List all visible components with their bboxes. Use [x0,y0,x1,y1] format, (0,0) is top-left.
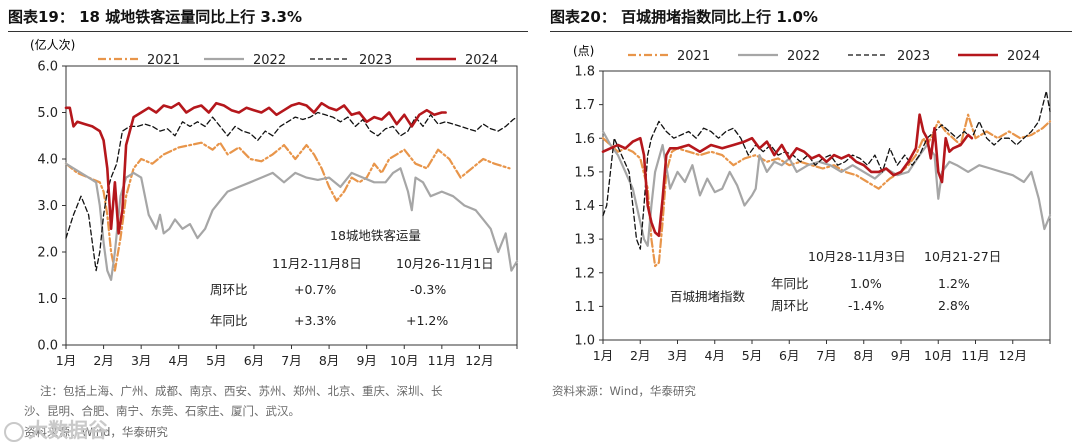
right-annotation-title: 百城拥堵指数 [670,289,746,304]
legend-label-2023: 2023 [897,49,930,64]
r-y-tick-label: 1.2 [574,266,595,281]
left-annotation-title: 18城地铁客运量 [330,228,421,243]
l-x-tick-label: 11月 [428,353,456,368]
right-table-row2-v2: 2.8% [938,298,970,313]
r-x-tick-label: 2月 [630,348,650,363]
legend-label-2021: 2021 [147,53,180,68]
l-x-tick-label: 2月 [93,353,113,368]
l-x-tick-label: 10月 [390,353,418,368]
left-table-col1: 11月2-11月8日 [272,256,362,271]
left-chart: 0.0 1.0 2.0 3.0 4.0 5.0 6.0 1月 2月 3月 4月 5月 6月 7月 8月 9月… [30,37,519,368]
r-x-tick-label: 9月 [891,348,911,363]
r-y-tick-label: 1.6 [574,132,595,147]
r-x-tick-label: 1月 [593,348,613,363]
l-series-2024 [64,101,447,235]
r-y-tick-label: 1.8 [574,65,595,80]
r-x-tick-label: 6月 [779,348,799,363]
r-y-tick-label: 1.5 [574,165,595,180]
left-table-col2: 10月26-11月1日 [396,256,494,271]
l-x-tick-label: 12月 [465,353,493,368]
right-chart-title: 图表20： 百城拥堵指数同比上行 1.0% [550,8,818,26]
l-y-tick-label: 4.0 [37,153,58,168]
legend-label-2024: 2024 [1007,49,1040,64]
l-series-2023 [65,111,518,272]
r-x-tick-label: 12月 [999,348,1027,363]
watermark-text: 大数据谷 [28,418,108,442]
r-series-2023 [602,90,1051,250]
left-note-line1: 注：包括上海、广州、成都、南京、西安、苏州、郑州、北京、重庆、深圳、长 [40,384,443,398]
right-chart: 1.0 1.1 1.2 1.3 1.4 1.5 1.6 1.7 1.8 1月 2月 3月 4月 5月 6月… [573,44,1052,363]
right-title-rule [550,31,1072,32]
l-series-2021 [64,141,511,272]
r-x-tick-label: 8月 [854,348,874,363]
right-table-col2: 10月21-27日 [924,249,1001,264]
l-y-tick-label: 3.0 [37,199,58,214]
legend-label-2024: 2024 [465,53,498,68]
left-table-row1-label: 周环比 [210,282,248,297]
watermark: 大数据谷 [4,414,108,443]
r-y-tick-label: 1.1 [574,300,595,315]
right-table-row1-v2: 1.2% [938,276,970,291]
right-source: 资料来源：Wind，华泰研究 [552,384,696,398]
r-x-tick-label: 3月 [667,348,687,363]
left-note-line2: 沙、昆明、合肥、南宁、东莞、石家庄、厦门、武汉。 [24,404,300,418]
r-series-2021 [601,113,1052,268]
r-y-tick-label: 1.0 [574,334,595,349]
l-x-tick-label: 1月 [56,353,76,368]
r-x-tick-label: 10月 [924,348,952,363]
left-table-row1-v1: +0.7% [294,282,336,297]
watermark-logo-icon [4,421,24,442]
r-x-tick-label: 5月 [742,348,762,363]
legend-label-2021: 2021 [677,49,710,64]
r-y-tick-label: 1.7 [574,98,595,113]
l-x-tick-label: 9月 [356,353,376,368]
left-source: 资料来源：Wind，华泰研究 [24,425,168,439]
right-table-row1-v1: 1.0% [850,276,882,291]
r-x-tick-label: 4月 [705,348,725,363]
right-table-row2-label: 周环比 [771,298,809,313]
r-y-tick-label: 1.3 [574,233,595,248]
left-table-row2-v2: +1.2% [406,313,448,328]
l-y-tick-label: 0.0 [37,339,58,354]
left-chart-title: 图表19： 18 城地铁客运量同比上行 3.3% [8,8,303,26]
l-x-tick-label: 8月 [319,353,339,368]
left-table-row1-v2: -0.3% [410,282,446,297]
l-x-tick-label: 3月 [131,353,151,368]
legend-label-2023: 2023 [359,53,392,68]
r-x-tick-label: 11月 [961,348,989,363]
right-y-axis-label: (点) [573,44,594,58]
legend-label-2022: 2022 [787,49,820,64]
left-y-axis-label: (亿人次) [30,37,75,52]
legend-label-2022: 2022 [253,53,286,68]
r-series-2024 [601,113,974,238]
l-y-tick-label: 2.0 [37,246,58,261]
l-x-tick-label: 4月 [169,353,189,368]
l-y-tick-label: 5.0 [37,106,58,121]
l-y-tick-label: 6.0 [37,60,58,75]
l-y-tick-label: 1.0 [37,292,58,307]
left-table-row2-label: 年同比 [210,313,248,328]
l-x-tick-label: 5月 [206,353,226,368]
l-x-tick-label: 6月 [244,353,264,368]
left-title-rule [8,31,528,32]
right-table-row2-v1: -1.4% [848,298,884,313]
r-y-tick-label: 1.4 [574,199,595,214]
l-x-tick-label: 7月 [281,353,301,368]
r-x-tick-label: 7月 [816,348,836,363]
left-table-row2-v1: +3.3% [294,313,336,328]
left-plot-frame [65,65,518,346]
right-table-col1: 10月28-11月3日 [808,249,906,264]
right-table-row1-label: 年同比 [771,276,809,291]
